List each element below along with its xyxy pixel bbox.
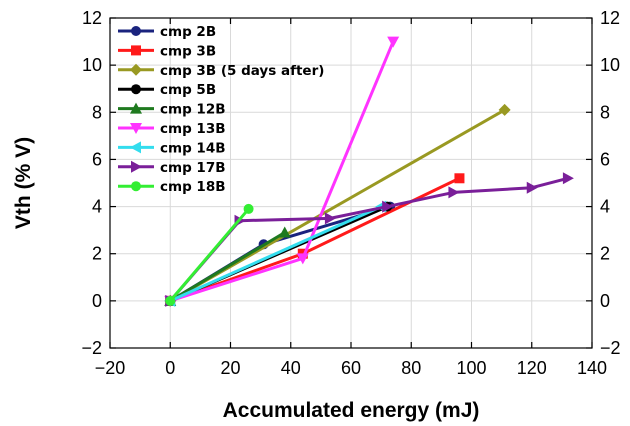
legend-marker: [131, 45, 141, 56]
y-tick-label-right: 2: [600, 244, 610, 264]
y-tick-label: −2: [81, 338, 102, 358]
x-tick-label: 140: [577, 358, 607, 378]
legend-entry: cmp 12B: [118, 102, 226, 118]
data-point: [324, 212, 336, 225]
legend-marker: [131, 84, 141, 95]
y-axis-title: Vth (% V): [12, 137, 35, 229]
legend-label: cmp 3B: [160, 43, 216, 59]
legend-label: cmp 5B: [160, 82, 216, 98]
data-point: [454, 173, 465, 184]
legend-marker: [130, 123, 142, 134]
data-point: [387, 36, 400, 48]
legend-marker: [131, 160, 142, 173]
y-tick-label-right: 10: [600, 55, 620, 75]
data-point: [448, 186, 460, 199]
data-point: [243, 203, 254, 214]
series-layer: [164, 36, 574, 307]
data-point: [382, 200, 394, 213]
x-tick-label: 40: [281, 358, 301, 378]
legend-entry: cmp 18B: [118, 179, 226, 195]
axis-ticks: −20 0 20 40 60 80 100 120 140−2 −20 02 24 46 68 810 101…: [81, 8, 620, 378]
data-point: [165, 295, 176, 306]
y-tick-label-right: 4: [600, 197, 610, 217]
legend-entry: cmp 3B: [118, 43, 216, 59]
x-tick-label: −20: [95, 358, 126, 378]
legend-entry: cmp 2B: [118, 24, 216, 40]
data-point: [526, 181, 538, 194]
x-tick-label: 120: [517, 358, 547, 378]
legend-label: cmp 2B: [160, 24, 216, 40]
y-tick-label-right: 0: [600, 291, 610, 311]
legend-entry: cmp 14B: [118, 140, 226, 156]
series-cmp-17b: [165, 172, 574, 307]
legend-entry: cmp 13B: [118, 121, 226, 137]
y-tick-label-right: 8: [600, 102, 610, 122]
y-tick-label: 2: [92, 244, 102, 264]
y-tick-label: 6: [92, 149, 102, 169]
y-tick-label: 12: [82, 8, 102, 28]
data-point: [562, 172, 574, 185]
y-tick-label: 8: [92, 102, 102, 122]
legend-label: cmp 3B (5 days after): [160, 63, 324, 79]
x-tick-label: 80: [401, 358, 421, 378]
legend-marker: [130, 63, 142, 76]
x-tick-label: 0: [165, 358, 175, 378]
legend-label: cmp 17B: [160, 160, 226, 176]
y-tick-label-right: 12: [600, 8, 620, 28]
legend-entry: cmp 3B (5 days after): [118, 63, 324, 79]
y-tick-label-right: −2: [600, 338, 621, 358]
y-tick-label: 10: [82, 55, 102, 75]
y-tick-label: 4: [92, 197, 102, 217]
legend: cmp 2B cmp 3B cmp 3B (5 days after) cmp 5B c…: [118, 24, 324, 195]
legend-marker: [130, 102, 142, 114]
data-point: [498, 103, 511, 116]
legend-entry: cmp 17B: [118, 160, 226, 176]
y-tick-label: 0: [92, 291, 102, 311]
legend-marker: [131, 26, 141, 36]
data-point: [296, 253, 309, 265]
x-axis-title: Accumulated energy (mJ): [223, 399, 480, 422]
x-tick-label: 20: [220, 358, 240, 378]
series-cmp-18b: [165, 203, 254, 306]
series-line: [169, 207, 250, 302]
legend-label: cmp 12B: [160, 102, 226, 118]
x-tick-label: 60: [341, 358, 361, 378]
legend-label: cmp 18B: [160, 179, 226, 195]
series-line: [169, 205, 382, 303]
series-line: [169, 231, 286, 303]
legend-label: cmp 13B: [160, 121, 226, 137]
legend-marker: [131, 181, 141, 192]
y-tick-label-right: 6: [600, 149, 610, 169]
x-tick-label: 100: [456, 358, 486, 378]
legend-label: cmp 14B: [160, 140, 226, 156]
data-point: [278, 226, 291, 238]
legend-marker: [130, 141, 141, 154]
legend-entry: cmp 5B: [118, 82, 216, 98]
